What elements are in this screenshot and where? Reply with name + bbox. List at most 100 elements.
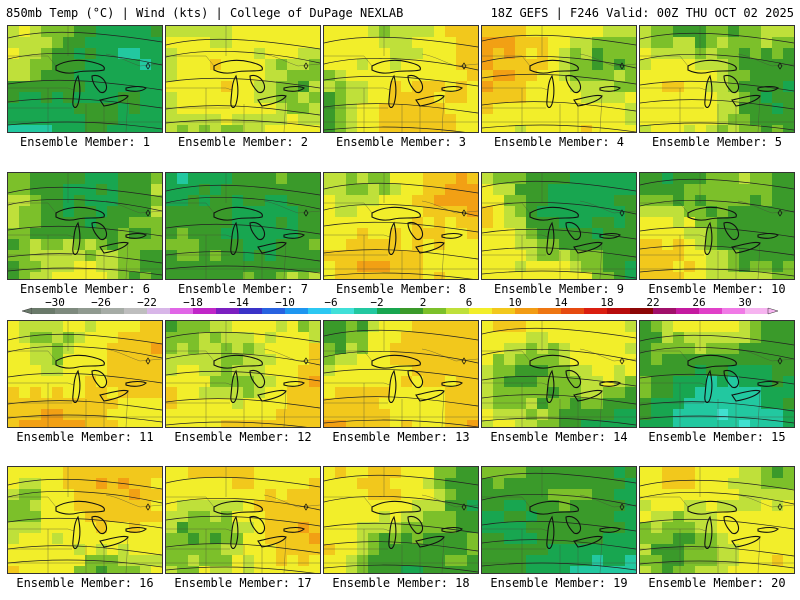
ensemble-map-panel — [165, 25, 321, 133]
colorbar-segment — [285, 308, 309, 314]
colorbar-tick-label: 30 — [738, 298, 751, 309]
temperature-field-map — [640, 26, 794, 132]
colorbar-segment — [423, 308, 447, 314]
colorbar-segment — [400, 308, 424, 314]
ensemble-member-label: Ensemble Member: 12 — [174, 430, 312, 444]
ensemble-map-panel — [7, 25, 163, 133]
colorbar-tick-label: 2 — [420, 298, 427, 309]
colorbar-tick-label: −30 — [45, 298, 65, 309]
colorbar-segment — [722, 308, 746, 314]
ensemble-map-panel — [639, 172, 795, 280]
ensemble-map-panel — [639, 466, 795, 574]
colorbar-segment — [354, 308, 378, 314]
colorbar-segment — [492, 308, 516, 314]
colorbar-segment — [147, 308, 171, 314]
colorbar-tick-label: −2 — [370, 298, 383, 309]
ensemble-map-panel — [639, 320, 795, 428]
ensemble-map-panel — [7, 172, 163, 280]
temperature-field-map — [482, 173, 636, 279]
ensemble-member-label: Ensemble Member: 19 — [490, 576, 628, 590]
ensemble-member-label: Ensemble Member: 18 — [332, 576, 470, 590]
chart-title: 850mb Temp (°C) | Wind (kts) | College o… — [6, 6, 404, 20]
ensemble-member-label: Ensemble Member: 7 — [177, 282, 309, 296]
colorbar-segment — [515, 308, 539, 314]
colorbar-segment — [239, 308, 263, 314]
colorbar-segment — [446, 308, 470, 314]
colorbar-segment — [216, 308, 240, 314]
colorbar-segment — [55, 308, 79, 314]
colorbar-tick-label: 6 — [466, 298, 473, 309]
ensemble-map-panel — [481, 320, 637, 428]
colorbar-min-arrow — [21, 307, 33, 315]
colorbar-tick-label: −14 — [229, 298, 249, 309]
ensemble-member-label: Ensemble Member: 17 — [174, 576, 312, 590]
ensemble-map-panel — [165, 466, 321, 574]
ensemble-map-panel — [323, 320, 479, 428]
colorbar-tick-label: 14 — [554, 298, 568, 309]
temperature-field-map — [8, 26, 162, 132]
ensemble-map-panel — [481, 25, 637, 133]
ensemble-map-panel — [7, 466, 163, 574]
temperature-field-map — [166, 467, 320, 573]
ensemble-member-label: Ensemble Member: 4 — [493, 135, 625, 149]
colorbar-segment — [170, 308, 194, 314]
ensemble-member-label: Ensemble Member: 5 — [651, 135, 783, 149]
model-valid-time: 18Z GEFS | F246 Valid: 00Z THU OCT 02 20… — [490, 6, 794, 20]
ensemble-map-panel — [165, 172, 321, 280]
colorbar-segment — [193, 308, 217, 314]
colorbar-segment — [331, 308, 355, 314]
colorbar-segment — [538, 308, 562, 314]
ensemble-member-label: Ensemble Member: 11 — [16, 430, 154, 444]
colorbar-tick-label: −26 — [91, 298, 111, 309]
ensemble-member-label: Ensemble Member: 3 — [335, 135, 467, 149]
temperature-field-map — [482, 321, 636, 427]
colorbar-segment — [262, 308, 286, 314]
ensemble-member-label: Ensemble Member: 13 — [332, 430, 470, 444]
temperature-colorbar: −30−26−22−18−14−10−6−2261014182226303438… — [20, 298, 780, 320]
temperature-field-map — [482, 467, 636, 573]
colorbar-tick-label: 10 — [508, 298, 521, 309]
colorbar-segment — [377, 308, 401, 314]
ensemble-map-panel — [7, 320, 163, 428]
colorbar-segment — [630, 308, 654, 314]
ensemble-map-panel — [323, 466, 479, 574]
ensemble-map-panel — [481, 172, 637, 280]
colorbar-segment — [607, 308, 631, 314]
colorbar-segment — [653, 308, 677, 314]
colorbar-tick-label: 18 — [600, 298, 613, 309]
ensemble-member-label: Ensemble Member: 14 — [490, 430, 628, 444]
ensemble-map-panel — [323, 25, 479, 133]
temperature-field-map — [640, 173, 794, 279]
colorbar-tick-label: −18 — [183, 298, 203, 309]
colorbar-segment — [469, 308, 493, 314]
temperature-field-map — [166, 173, 320, 279]
colorbar-segment — [32, 308, 56, 314]
colorbar-tick-label: 22 — [646, 298, 659, 309]
ensemble-member-label: Ensemble Member: 1 — [19, 135, 151, 149]
colorbar-tick-label: −10 — [275, 298, 295, 309]
temperature-field-map — [640, 467, 794, 573]
colorbar-segment — [584, 308, 608, 314]
temperature-field-map — [8, 173, 162, 279]
colorbar-segment — [745, 308, 769, 314]
temperature-field-map — [482, 26, 636, 132]
colorbar-tick-label: −6 — [324, 298, 337, 309]
ensemble-member-label: Ensemble Member: 15 — [648, 430, 786, 444]
ensemble-member-label: Ensemble Member: 2 — [177, 135, 309, 149]
colorbar-max-arrow — [767, 307, 779, 315]
ensemble-member-label: Ensemble Member: 16 — [16, 576, 154, 590]
ensemble-map-panel — [481, 466, 637, 574]
ensemble-member-label: Ensemble Member: 9 — [493, 282, 625, 296]
temperature-field-map — [324, 467, 478, 573]
ensemble-member-label: Ensemble Member: 20 — [648, 576, 786, 590]
temperature-field-map — [8, 321, 162, 427]
temperature-field-map — [640, 321, 794, 427]
temperature-field-map — [324, 173, 478, 279]
colorbar-segment — [78, 308, 102, 314]
colorbar-segment — [561, 308, 585, 314]
ensemble-map-panel — [639, 25, 795, 133]
temperature-field-map — [166, 26, 320, 132]
colorbar-tick-label: 26 — [692, 298, 705, 309]
temperature-field-map — [324, 321, 478, 427]
ensemble-member-label: Ensemble Member: 10 — [648, 282, 786, 296]
